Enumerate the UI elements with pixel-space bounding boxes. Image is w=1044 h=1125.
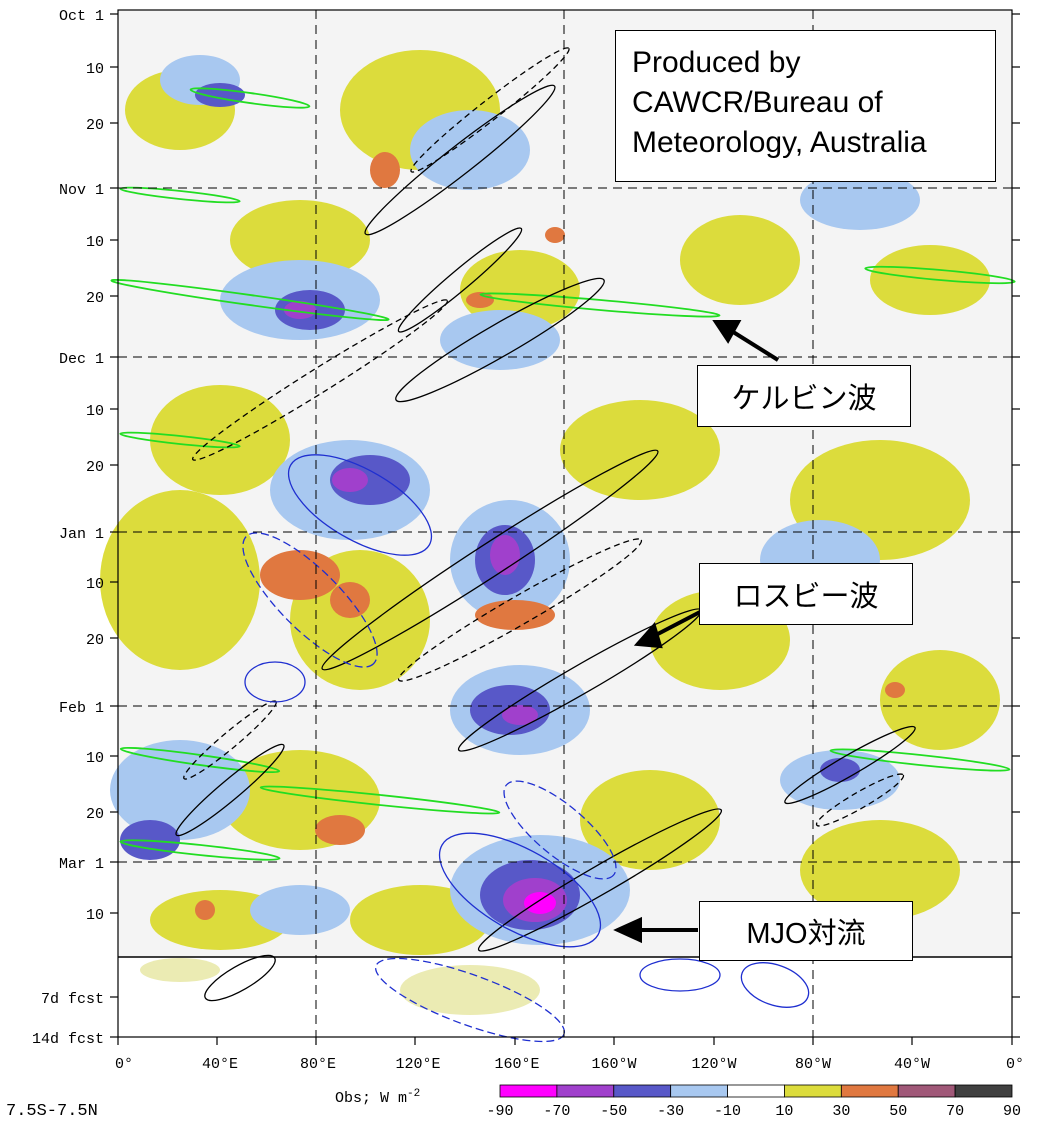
colorbar-title: Obs; W m-2 <box>335 1088 420 1107</box>
kelvin-wave-label: ケルビン波 <box>697 365 911 427</box>
colorbar-swatch <box>499 1084 558 1098</box>
y-tick-label: 20 <box>86 806 104 823</box>
x-tick-labels: 0° 40°E 80°E 120°E 160°E 160°W 120°W 80°… <box>115 1056 1024 1073</box>
x-tick-label: 0° <box>1006 1056 1024 1073</box>
plot-frame <box>117 9 1013 1038</box>
credit-line: Meteorology, Australia <box>632 126 927 159</box>
y-tick-label: 20 <box>86 459 104 476</box>
colorbar-tick-label: -30 <box>657 1103 684 1120</box>
y-axis-ticks <box>110 13 1020 1038</box>
colorbar-tick-label: -90 <box>486 1103 513 1120</box>
colorbar-swatch <box>613 1084 672 1098</box>
y-tick-labels: Oct 1 10 20 Nov 1 10 20 Dec 1 10 20 Jan … <box>32 8 104 1048</box>
colorbar-swatch <box>897 1084 956 1098</box>
x-tick-label: 120°W <box>691 1056 736 1073</box>
colorbar-labels: -90 -70 -50 -30 -10 10 30 50 70 90 <box>486 1103 1021 1120</box>
x-tick-label: 80°W <box>795 1056 831 1073</box>
x-tick-label: 160°W <box>591 1056 636 1073</box>
x-tick-label: 40°E <box>202 1056 238 1073</box>
x-tick-label: 120°E <box>395 1056 440 1073</box>
rossby-contours <box>175 47 916 1002</box>
colorbar-tick-label: -50 <box>600 1103 627 1120</box>
x-tick-label: 160°E <box>494 1056 539 1073</box>
y-tick-label: 10 <box>86 234 104 251</box>
y-tick-label: Jan 1 <box>59 526 104 543</box>
colorbar-tick-label: 30 <box>832 1103 850 1120</box>
colorbar-tick-label: -10 <box>714 1103 741 1120</box>
x-tick-label: 40°W <box>894 1056 930 1073</box>
colorbar-swatch <box>784 1084 842 1098</box>
y-tick-label: 10 <box>86 907 104 924</box>
forecast-tick-label: 14d fcst <box>32 1031 104 1048</box>
region-label: 7.5S-7.5N <box>6 1102 98 1121</box>
credit-line: CAWCR/Bureau of <box>632 86 883 119</box>
y-tick-label: 20 <box>86 632 104 649</box>
colorbar-title-exponent: -2 <box>407 1088 420 1100</box>
y-tick-label: 20 <box>86 290 104 307</box>
colorbar-tick-label: -70 <box>543 1103 570 1120</box>
y-tick-label: 20 <box>86 117 104 134</box>
colorbar-swatch <box>954 1084 1013 1098</box>
colorbar <box>499 1084 1013 1098</box>
y-tick-label: 10 <box>86 576 104 593</box>
y-tick-label: 10 <box>86 403 104 420</box>
colorbar-tick-label: 10 <box>775 1103 793 1120</box>
colorbar-swatch <box>840 1084 899 1098</box>
x-tick-label: 80°E <box>300 1056 336 1073</box>
y-tick-label: 10 <box>86 61 104 78</box>
y-tick-label: Oct 1 <box>59 8 104 25</box>
rossby-wave-label: ロスビー波 <box>699 563 913 625</box>
mjo-convection-label: MJO対流 <box>699 901 913 961</box>
credit-line: Produced by <box>632 46 801 79</box>
colorbar-swatch <box>670 1084 728 1098</box>
colorbar-tick-label: 70 <box>946 1103 964 1120</box>
y-tick-label: Nov 1 <box>59 182 104 199</box>
colorbar-swatch <box>556 1084 615 1098</box>
callout-arrows <box>613 320 780 944</box>
kelvin-contours <box>110 87 1016 861</box>
x-tick-label: 0° <box>115 1056 133 1073</box>
y-tick-label: Feb 1 <box>59 700 104 717</box>
x-axis-ticks <box>117 1037 1013 1045</box>
y-tick-label: Mar 1 <box>59 856 104 873</box>
colorbar-tick-label: 90 <box>1003 1103 1021 1120</box>
colorbar-swatch <box>727 1084 785 1098</box>
colorbar-title-text: Obs; W m <box>335 1090 407 1107</box>
y-tick-label: 10 <box>86 750 104 767</box>
credit-box: Produced by CAWCR/Bureau of Meteorology,… <box>615 30 996 182</box>
y-tick-label: Dec 1 <box>59 351 104 368</box>
colorbar-tick-label: 50 <box>889 1103 907 1120</box>
forecast-tick-label: 7d fcst <box>41 991 104 1008</box>
